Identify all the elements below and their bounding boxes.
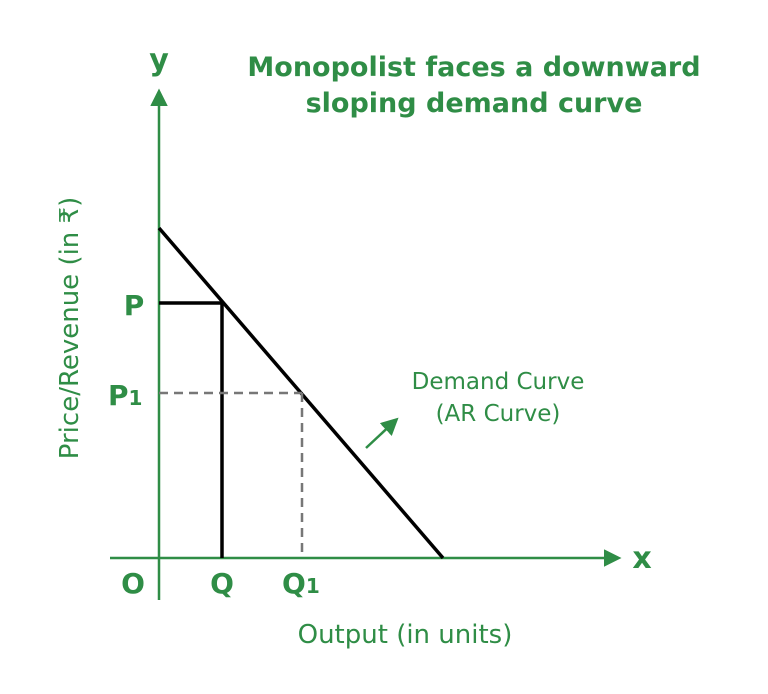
title-line-2: sloping demand curve [306, 88, 643, 119]
label-p1: P1 [108, 379, 142, 412]
label-q: Q [210, 567, 234, 600]
curve-label-line-2: (AR Curve) [436, 401, 561, 427]
y-axis-symbol: y [149, 43, 169, 78]
curve-pointer-arrow [365, 417, 399, 449]
x-axis-label: Output (in units) [298, 620, 513, 650]
label-p: P [124, 289, 145, 322]
curve-label-line-1: Demand Curve [412, 369, 585, 395]
label-origin: O [121, 567, 145, 600]
x-axis-symbol: x [632, 541, 651, 576]
title-line-1: Monopolist faces a downward [247, 52, 700, 83]
y-axis-label: Price/Revenue (in ₹) [55, 197, 85, 459]
label-q1: Q1 [282, 567, 320, 600]
